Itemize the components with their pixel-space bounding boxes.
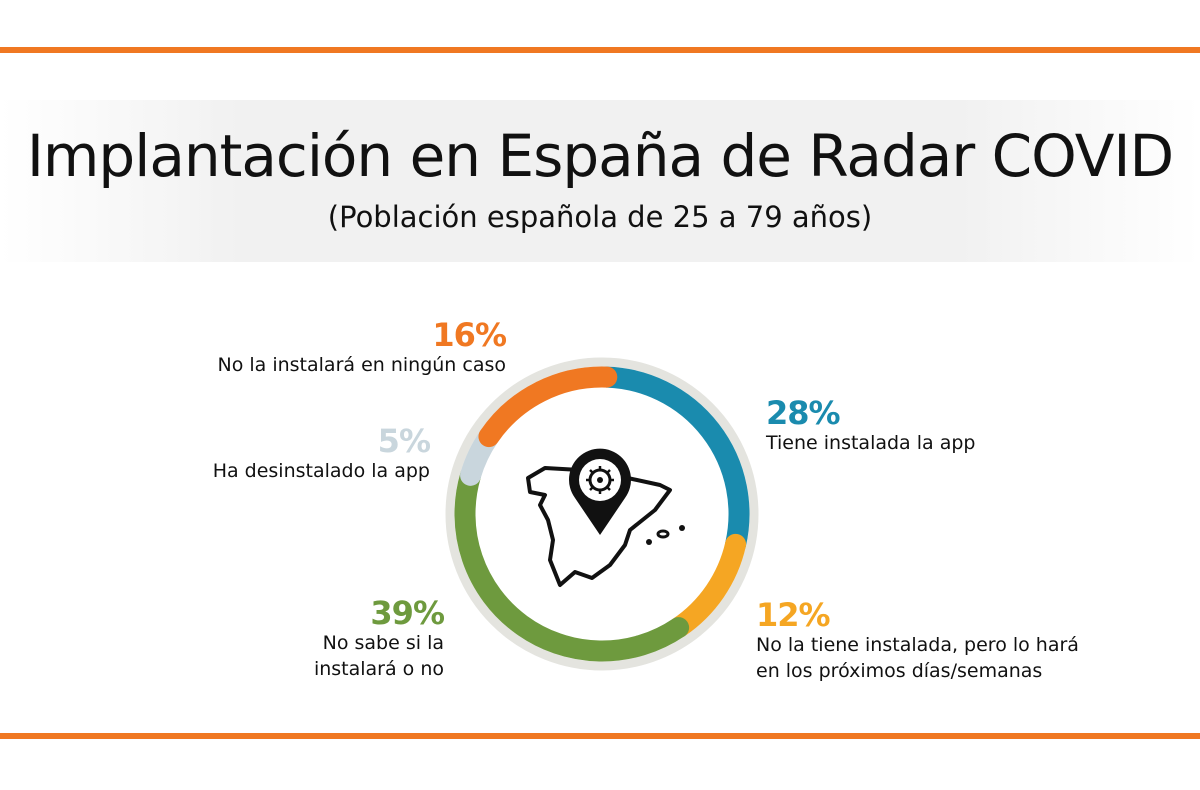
donut-slice-0 (596, 366, 750, 555)
text-lo-hara: No la tiene instalada, pero lo hará en l… (756, 634, 1079, 682)
text-no-sabe: No sabe si la instalará o no (313, 632, 444, 680)
outer-ring (445, 357, 759, 671)
pct-tiene-instalada: 28% (766, 394, 841, 432)
donut-slice-4 (478, 366, 618, 448)
pct-lo-hara: 12% (756, 596, 831, 634)
chart-subtitle: (Población española de 25 a 79 años) (327, 200, 873, 234)
pct-no-sabe: 39% (370, 594, 445, 632)
bottom-rule (0, 733, 1200, 739)
text-tiene-instalada: Tiene instalada la app (766, 432, 976, 454)
chart-title: Implantación en España de Radar COVID (26, 122, 1174, 190)
label-no-sabe: 39% No sabe si la instalará o no (304, 594, 445, 682)
spain-map-with-virus-pin-icon (526, 448, 685, 587)
text-desinstalado: Ha desinstalado la app (212, 460, 430, 482)
text-no-instalara: No la instalará en ningún caso (217, 354, 507, 376)
label-desinstalado: 5% Ha desinstalado la app (212, 422, 431, 484)
label-no-instalara: 16% No la instalará en ningún caso (218, 318, 507, 378)
label-lo-hara: 12% No la tiene instalada, pero lo hará … (756, 598, 1086, 684)
label-tiene-instalada: 28% Tiene instalada la app (766, 396, 975, 456)
pct-no-instalara: 16% (432, 316, 507, 354)
top-rule (0, 47, 1200, 53)
donut-slice-2 (454, 464, 690, 662)
donut-slice-1 (668, 533, 747, 639)
pct-desinstalado: 5% (377, 422, 431, 460)
title-band (0, 100, 1200, 262)
